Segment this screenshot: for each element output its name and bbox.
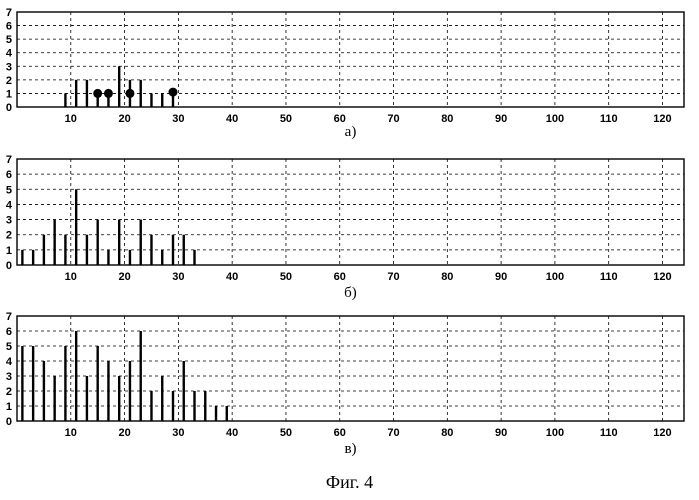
- y-tick-label: 7: [6, 154, 12, 166]
- x-tick-label: 120: [653, 271, 671, 283]
- x-tick-label: 80: [441, 427, 453, 439]
- x-tick-label: 70: [387, 427, 399, 439]
- x-tick-label: 20: [118, 271, 130, 283]
- plot-frame: [17, 159, 684, 265]
- x-tick-label: 70: [387, 113, 399, 125]
- y-tick-label: 6: [6, 169, 12, 181]
- panel-label: а): [345, 124, 357, 140]
- x-tick-label: 50: [280, 113, 292, 125]
- chart-panel-2: 0 1 2 3 4 5 6 7 10 20 30 40 50 60 70 80 90 100 110 120 б): [6, 154, 684, 301]
- x-tick-label: 110: [600, 113, 618, 125]
- x-tick-label: 10: [65, 427, 77, 439]
- x-tick-label: 20: [118, 113, 130, 125]
- x-tick-label: 70: [387, 271, 399, 283]
- x-tick-label: 10: [65, 113, 77, 125]
- y-tick-label: 4: [6, 356, 13, 368]
- y-tick-label: 5: [6, 184, 12, 196]
- x-tick-label: 20: [118, 427, 130, 439]
- figure-caption: Фиг. 4: [0, 472, 699, 493]
- x-tick-label: 80: [441, 113, 453, 125]
- y-tick-label: 2: [6, 75, 12, 87]
- x-tick-label: 10: [65, 271, 77, 283]
- y-tick-label: 1: [6, 88, 12, 100]
- x-tick-label: 120: [653, 113, 671, 125]
- y-tick-label: 1: [6, 401, 12, 413]
- plot-frame: [17, 316, 684, 421]
- plot-frame: [17, 12, 684, 107]
- y-tick-label: 4: [6, 199, 13, 211]
- panel-label: б): [344, 285, 357, 301]
- x-tick-label: 50: [280, 271, 292, 283]
- x-tick-label: 90: [495, 113, 507, 125]
- x-tick-label: 80: [441, 271, 453, 283]
- y-tick-label: 5: [6, 34, 12, 46]
- x-tick-label: 50: [280, 427, 292, 439]
- x-tick-label: 30: [172, 427, 184, 439]
- y-tick-label: 3: [6, 215, 12, 227]
- y-tick-label: 7: [6, 7, 12, 19]
- x-tick-label: 120: [653, 427, 671, 439]
- y-tick-label: 3: [6, 61, 12, 73]
- marker-dot: [125, 89, 134, 98]
- chart-panel-1: 01234567102030405060708090100110120а): [6, 7, 684, 140]
- y-tick-label: 5: [6, 341, 12, 353]
- y-tick-label: 0: [6, 416, 12, 428]
- x-tick-label: 100: [546, 427, 564, 439]
- x-tick-label: 100: [546, 113, 564, 125]
- x-tick-label: 60: [334, 427, 346, 439]
- x-tick-label: 40: [226, 271, 238, 283]
- y-tick-label: 6: [6, 326, 12, 338]
- y-tick-label: 6: [6, 21, 12, 33]
- x-tick-label: 40: [226, 113, 238, 125]
- x-tick-label: 110: [600, 427, 618, 439]
- marker-dot: [93, 89, 102, 98]
- y-tick-label: 3: [6, 371, 12, 383]
- chart-panel-3: 0 1 2 3 4 5 6 7 10 20 30 40 50 60 70 80 90 100 110 120 в): [6, 311, 684, 457]
- y-tick-label: 0: [6, 260, 12, 272]
- y-tick-label: 2: [6, 230, 12, 242]
- x-tick-label: 40: [226, 427, 238, 439]
- x-tick-label: 110: [600, 271, 618, 283]
- y-tick-label: 2: [6, 386, 12, 398]
- x-tick-label: 60: [334, 271, 346, 283]
- y-tick-label: 0: [6, 102, 12, 114]
- y-tick-label: 1: [6, 245, 12, 257]
- marker-dot: [168, 88, 177, 97]
- x-tick-label: 90: [495, 271, 507, 283]
- y-tick-label: 4: [6, 48, 13, 60]
- x-tick-label: 100: [546, 271, 564, 283]
- y-tick-label: 7: [6, 311, 12, 323]
- x-tick-label: 30: [172, 271, 184, 283]
- x-tick-label: 30: [172, 113, 184, 125]
- panel-label: в): [344, 441, 356, 457]
- marker-dot: [104, 89, 113, 98]
- x-tick-label: 90: [495, 427, 507, 439]
